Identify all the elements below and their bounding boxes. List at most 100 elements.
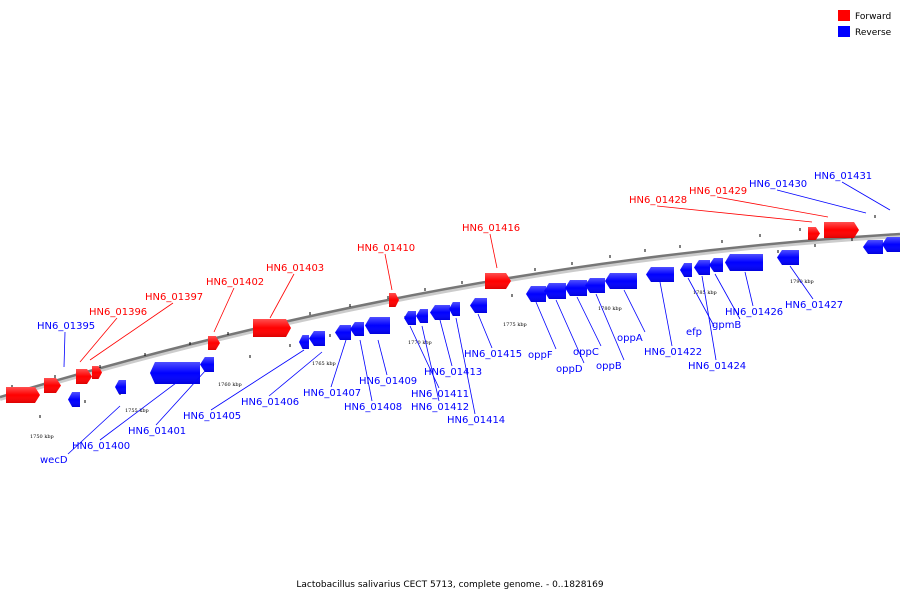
gene-label[interactable]: HN6_01409 <box>359 376 417 387</box>
reverse-gene-arrow[interactable] <box>200 357 214 372</box>
reverse-gene-arrow[interactable] <box>709 258 723 272</box>
leader-line <box>789 265 814 300</box>
reverse-gene-arrow[interactable] <box>565 280 587 296</box>
reverse-gene-arrow[interactable] <box>416 309 428 323</box>
leader-line <box>89 302 174 361</box>
leader-line <box>687 277 715 327</box>
leader-line <box>656 205 813 223</box>
reverse-gene-arrow[interactable] <box>526 286 546 302</box>
reverse-gene-arrow[interactable] <box>470 298 487 313</box>
reverse-gene-arrow[interactable] <box>365 317 390 334</box>
reverse-gene-arrow[interactable] <box>335 325 351 340</box>
leader-line <box>210 349 305 411</box>
leader-line <box>714 273 741 320</box>
forward-gene-arrow[interactable] <box>389 293 399 307</box>
gene-label[interactable]: HN6_01400 <box>72 441 130 452</box>
gene-label[interactable]: HN6_01413 <box>424 367 482 378</box>
gene-label[interactable]: HN6_01395 <box>37 321 95 332</box>
leader-line <box>576 296 602 347</box>
gene-label[interactable]: oppA <box>617 333 643 344</box>
gene-label[interactable]: oppF <box>528 350 553 361</box>
gene-label[interactable]: HN6_01430 <box>749 179 807 190</box>
tick-label: 1790 kbp <box>790 279 814 285</box>
forward-gene-arrow[interactable] <box>76 369 92 384</box>
leader-line <box>330 339 347 388</box>
forward-gene-arrow[interactable] <box>208 336 220 350</box>
gene-label[interactable]: HN6_01405 <box>183 411 241 422</box>
gene-label[interactable]: HN6_01407 <box>303 388 361 399</box>
reverse-gene-arrow[interactable] <box>150 362 200 384</box>
leader-line <box>659 281 673 347</box>
leader-line <box>744 271 754 307</box>
reverse-gene-arrow[interactable] <box>404 311 416 325</box>
reverse-gene-arrow[interactable] <box>882 237 900 252</box>
reverse-gene-arrow[interactable] <box>646 267 674 282</box>
forward-gene-arrow[interactable] <box>824 222 859 238</box>
forward-gene-arrow[interactable] <box>6 387 40 403</box>
tick-label: 1760 kbp <box>218 382 242 388</box>
gene-label[interactable]: HN6_01414 <box>447 415 505 426</box>
leader-line <box>455 317 476 415</box>
gene-label[interactable]: HN6_01401 <box>128 426 186 437</box>
leader-line <box>67 405 121 455</box>
legend-forward-swatch <box>838 10 850 21</box>
reverse-gene-arrow[interactable] <box>430 305 450 320</box>
gene-label[interactable]: HN6_01431 <box>814 171 872 182</box>
leader-line <box>535 301 557 350</box>
tick-label: 1780 kbp <box>598 306 622 312</box>
leader-line <box>79 317 118 363</box>
leader-line <box>623 289 646 333</box>
reverse-gene-arrow[interactable] <box>350 322 364 336</box>
reverse-gene-arrow[interactable] <box>309 331 325 346</box>
gene-label[interactable]: efp <box>686 327 702 338</box>
gene-label[interactable]: HN6_01403 <box>266 263 324 274</box>
gene-label[interactable]: HN6_01426 <box>725 307 783 318</box>
leader-line <box>99 379 181 441</box>
legend-reverse-swatch <box>838 26 850 37</box>
gene-label[interactable]: HN6_01396 <box>89 307 147 318</box>
gene-label[interactable]: HN6_01415 <box>464 349 522 360</box>
gene-label[interactable]: HN6_01429 <box>689 186 747 197</box>
reverse-gene-arrow[interactable] <box>777 250 799 265</box>
forward-gene-arrow[interactable] <box>44 378 61 393</box>
reverse-gene-arrow[interactable] <box>449 302 460 316</box>
forward-gene-arrow[interactable] <box>253 319 291 337</box>
reverse-gene-arrow[interactable] <box>863 240 883 254</box>
reverse-gene-arrow[interactable] <box>680 263 692 277</box>
reverse-gene-arrow[interactable] <box>585 278 605 293</box>
leader-line <box>63 331 66 368</box>
forward-gene-arrow[interactable] <box>808 227 820 240</box>
gene-label[interactable]: gpmB <box>712 320 741 331</box>
gene-label[interactable]: HN6_01406 <box>241 397 299 408</box>
gene-label[interactable]: HN6_01408 <box>344 402 402 413</box>
reverse-gene-arrow[interactable] <box>68 392 80 407</box>
forward-gene-arrow[interactable] <box>485 273 511 289</box>
gene-label[interactable]: HN6_01427 <box>785 300 843 311</box>
gene-label[interactable]: oppC <box>573 347 599 358</box>
tick-label: 1765 kbp <box>312 361 336 367</box>
gene-label[interactable]: wecD <box>40 455 68 466</box>
reverse-gene-arrow[interactable] <box>299 335 309 349</box>
leader-line <box>716 196 829 218</box>
gene-label[interactable]: HN6_01424 <box>688 361 746 372</box>
gene-label[interactable]: HN6_01397 <box>145 292 203 303</box>
reverse-gene-arrow[interactable] <box>694 260 710 275</box>
reverse-gene-arrow[interactable] <box>115 380 126 394</box>
gene-label[interactable]: HN6_01422 <box>644 347 702 358</box>
tick-label: 1775 kbp <box>503 322 527 328</box>
reverse-gene-arrow[interactable] <box>544 283 566 299</box>
gene-label[interactable]: HN6_01402 <box>206 277 264 288</box>
gene-label[interactable]: HN6_01416 <box>462 223 520 234</box>
reverse-gene-arrow[interactable] <box>725 254 763 271</box>
gene-label[interactable]: oppB <box>596 361 622 372</box>
forward-gene-arrow[interactable] <box>92 366 102 379</box>
gene-label[interactable]: HN6_01410 <box>357 243 415 254</box>
gene-label[interactable]: oppD <box>556 364 583 375</box>
gene-features <box>6 222 900 407</box>
gene-label[interactable]: HN6_01411 <box>411 389 469 400</box>
reverse-gene-arrow[interactable] <box>605 273 637 289</box>
leader-line <box>477 313 493 349</box>
legend: Forward Reverse <box>838 10 892 38</box>
gene-label[interactable]: HN6_01428 <box>629 195 687 206</box>
gene-label[interactable]: HN6_01412 <box>411 402 469 413</box>
